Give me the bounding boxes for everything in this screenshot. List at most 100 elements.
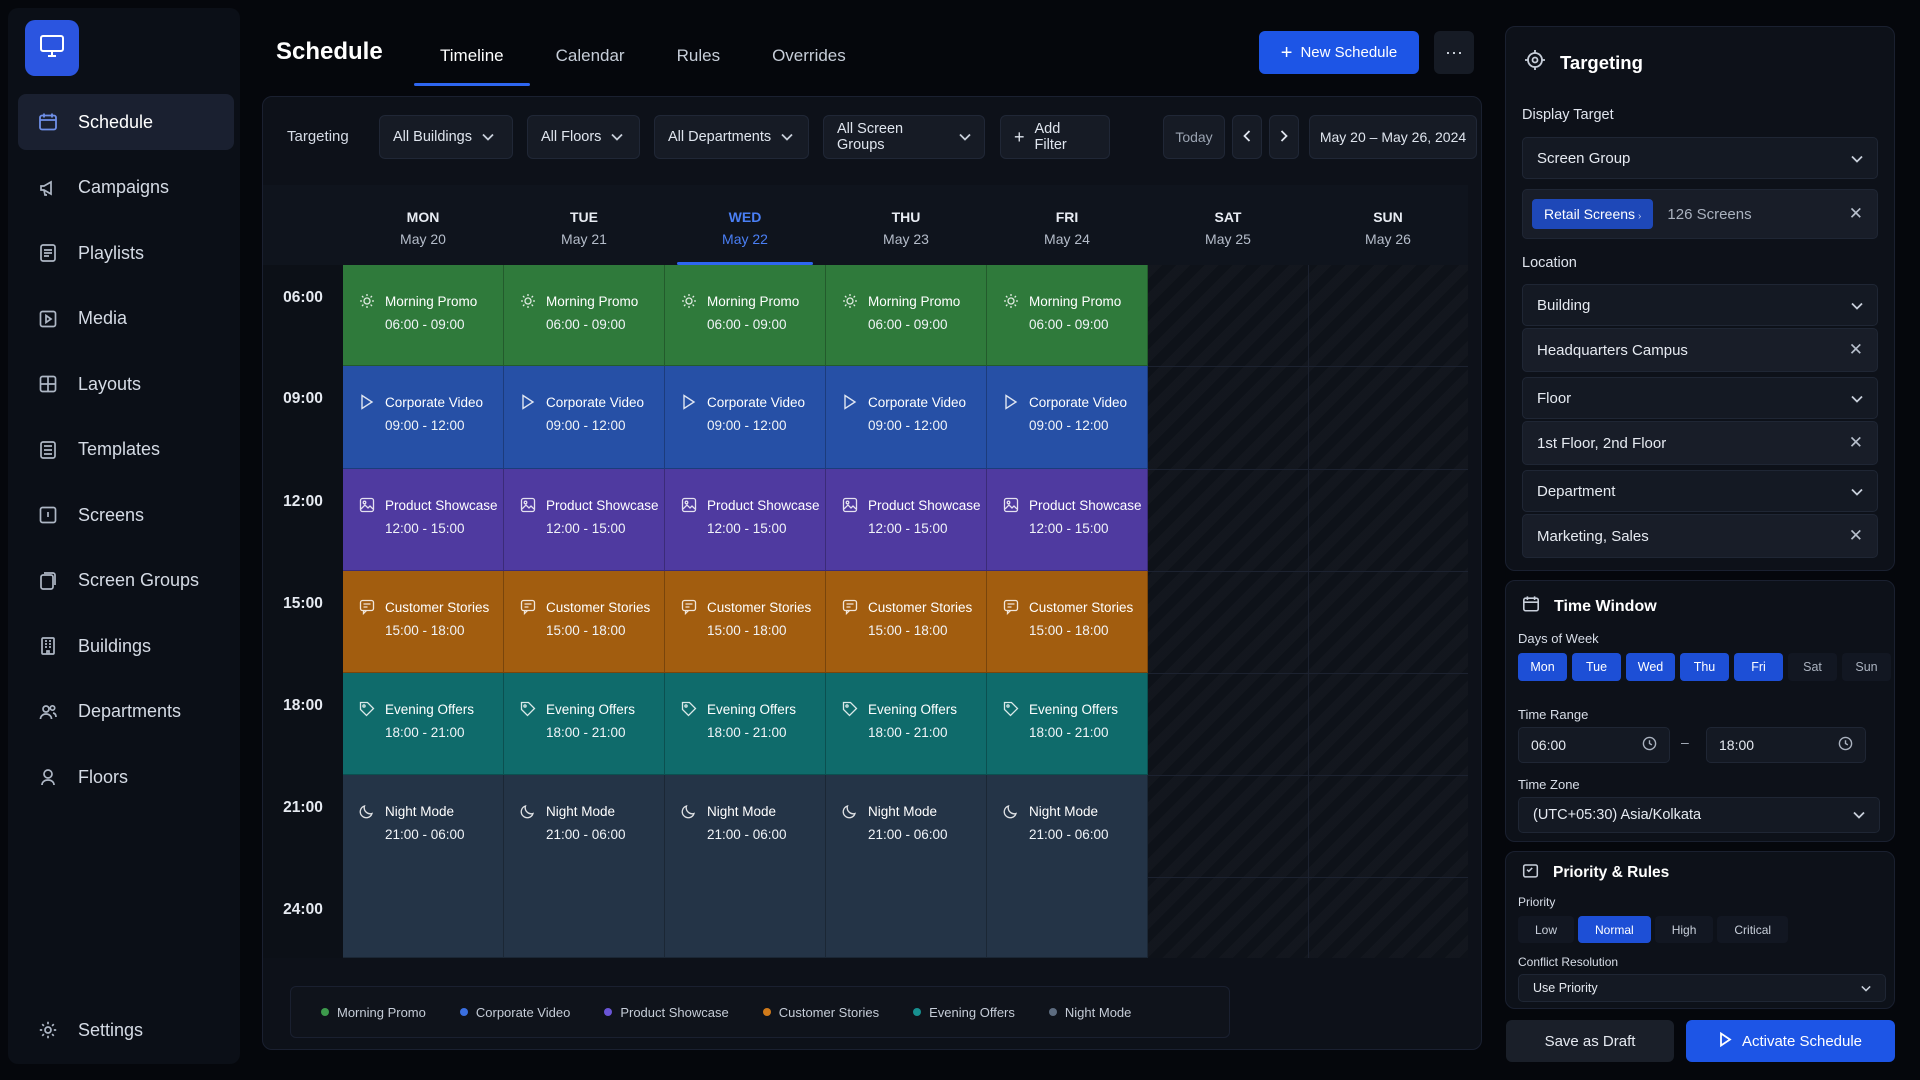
legend-dot [459,1008,468,1016]
screen-groups-filter[interactable]: All Screen Groups [823,115,985,159]
day-header-wed[interactable]: WED May 22 [665,185,825,265]
chevron-left-icon [1243,129,1251,145]
end-time-value: 18:00 [1719,737,1755,753]
previous-week-button[interactable] [1232,115,1262,159]
day-header-sat[interactable]: SAT May 25 [1148,185,1308,265]
schedule-event[interactable]: Evening Offers 18:00 - 21:00 [665,673,826,775]
schedule-event[interactable]: Corporate Video 09:00 - 12:00 [504,366,665,469]
sidebar-item-campaigns[interactable]: Campaigns [18,160,234,216]
schedule-event[interactable]: Night Mode 21:00 - 06:00 [987,775,1148,958]
close-icon[interactable]: ✕ [1848,340,1863,359]
screen-group-selection: Retail Screens › 126 Screens ✕ [1522,189,1878,239]
day-toggle-sun[interactable]: Sun [1842,653,1891,681]
activate-schedule-button[interactable]: Activate Schedule [1686,1020,1895,1062]
event-time: 21:00 - 06:00 [385,827,465,842]
schedule-event[interactable]: Evening Offers 18:00 - 21:00 [826,673,987,775]
schedule-event[interactable]: Evening Offers 18:00 - 21:00 [343,673,504,775]
close-icon[interactable]: ✕ [1848,433,1863,452]
day-header-tue[interactable]: TUE May 21 [504,185,664,265]
priority-option-low[interactable]: Low [1518,916,1575,943]
sidebar-item-screen-groups[interactable]: Screen Groups [18,553,234,609]
department-select[interactable]: Department [1522,470,1878,512]
schedule-event[interactable]: Morning Promo 06:00 - 09:00 [343,265,504,366]
schedule-event[interactable]: Evening Offers 18:00 - 21:00 [504,673,665,775]
sidebar-item-schedule[interactable]: Schedule [18,94,234,150]
tab-overrides[interactable]: Overrides [772,46,846,65]
app-logo[interactable] [25,20,79,76]
sidebar-item-departments[interactable]: Departments [18,684,234,740]
sidebar-item-media[interactable]: Media [18,291,234,347]
tab-rules[interactable]: Rules [676,46,721,65]
sidebar-item-floors[interactable]: Floors [18,749,234,805]
schedule-event[interactable]: Customer Stories 15:00 - 18:00 [665,571,826,673]
priority-option-critical[interactable]: Critical [1717,916,1789,943]
event-name: Corporate Video [385,394,484,410]
schedule-event[interactable]: Customer Stories 15:00 - 18:00 [987,571,1148,673]
schedule-event[interactable]: Night Mode 21:00 - 06:00 [665,775,826,958]
schedule-event[interactable]: Product Showcase 12:00 - 15:00 [504,469,665,571]
schedule-event[interactable]: Customer Stories 15:00 - 18:00 [343,571,504,673]
buildings-filter[interactable]: All Buildings [379,115,513,159]
tab-timeline[interactable]: Timeline [414,26,530,86]
building-select[interactable]: Building [1522,284,1878,326]
conflict-resolution-select[interactable]: Use Priority [1518,974,1886,1002]
day-toggle-sat[interactable]: Sat [1788,653,1837,681]
day-toggle-fri[interactable]: Fri [1734,653,1783,681]
sidebar-item-playlists[interactable]: Playlists [18,225,234,281]
end-time-input[interactable]: 18:00 [1706,727,1866,763]
day-header-mon[interactable]: MON May 20 [343,185,503,265]
schedule-event[interactable]: Customer Stories 15:00 - 18:00 [826,571,987,673]
tab-calendar[interactable]: Calendar [555,46,625,65]
start-time-input[interactable]: 06:00 [1518,727,1670,763]
schedule-event[interactable]: Morning Promo 06:00 - 09:00 [826,265,987,366]
play-icon [1719,1031,1732,1051]
sidebar-item-settings[interactable]: Settings [18,1002,234,1058]
floors-filter[interactable]: All Floors [527,115,640,159]
day-toggle-mon[interactable]: Mon [1518,653,1567,681]
sidebar-item-layouts[interactable]: Layouts [18,356,234,412]
schedule-event[interactable]: Night Mode 21:00 - 06:00 [343,775,504,958]
day-header-thu[interactable]: THU May 23 [826,185,986,265]
sidebar-item-templates[interactable]: Templates [18,422,234,478]
day-toggle-tue[interactable]: Tue [1572,653,1621,681]
today-button[interactable]: Today [1163,115,1225,159]
save-draft-button[interactable]: Save as Draft [1506,1020,1674,1062]
close-icon[interactable]: ✕ [1848,526,1863,545]
priority-option-normal[interactable]: Normal [1578,916,1651,943]
schedule-event[interactable]: Morning Promo 06:00 - 09:00 [665,265,826,366]
close-icon[interactable]: ✕ [1848,204,1863,223]
schedule-event[interactable]: Product Showcase 12:00 - 15:00 [987,469,1148,571]
more-options-button[interactable]: ··· [1434,31,1474,74]
sidebar-item-screens[interactable]: Screens [18,487,234,543]
departments-filter[interactable]: All Departments [654,115,809,159]
schedule-event[interactable]: Product Showcase 12:00 - 15:00 [665,469,826,571]
time-zone-select[interactable]: (UTC+05:30) Asia/Kolkata [1518,797,1880,833]
schedule-event[interactable]: Corporate Video 09:00 - 12:00 [826,366,987,469]
department-value: Marketing, Sales [1537,527,1649,545]
date-range-picker[interactable]: May 20 – May 26, 2024 [1309,115,1477,159]
schedule-event[interactable]: Corporate Video 09:00 - 12:00 [665,366,826,469]
display-target-select[interactable]: Screen Group [1522,137,1878,179]
day-toggle-wed[interactable]: Wed [1626,653,1675,681]
floor-select[interactable]: Floor [1522,377,1878,419]
schedule-event[interactable]: Evening Offers 18:00 - 21:00 [987,673,1148,775]
schedule-event[interactable]: Morning Promo 06:00 - 09:00 [504,265,665,366]
day-header-sun[interactable]: SUN May 26 [1308,185,1468,265]
next-week-button[interactable] [1269,115,1299,159]
priority-option-high[interactable]: High [1654,916,1714,943]
schedule-event[interactable]: Product Showcase 12:00 - 15:00 [343,469,504,571]
day-header-fri[interactable]: FRI May 24 [987,185,1147,265]
schedule-event[interactable]: Night Mode 21:00 - 06:00 [504,775,665,958]
sidebar-item-buildings[interactable]: Buildings [18,618,234,674]
schedule-event[interactable]: Morning Promo 06:00 - 09:00 [987,265,1148,366]
schedule-event[interactable]: Night Mode 21:00 - 06:00 [826,775,987,958]
chevron-down-icon [1851,483,1863,500]
schedule-event[interactable]: Customer Stories 15:00 - 18:00 [504,571,665,673]
retail-screens-tag[interactable]: Retail Screens › [1532,199,1654,229]
schedule-event[interactable]: Product Showcase 12:00 - 15:00 [826,469,987,571]
add-filter-button[interactable]: + Add Filter [1000,115,1110,159]
new-schedule-button[interactable]: + New Schedule [1259,31,1419,74]
schedule-event[interactable]: Corporate Video 09:00 - 12:00 [987,366,1148,469]
schedule-event[interactable]: Corporate Video 09:00 - 12:00 [343,366,504,469]
day-toggle-thu[interactable]: Thu [1680,653,1729,681]
